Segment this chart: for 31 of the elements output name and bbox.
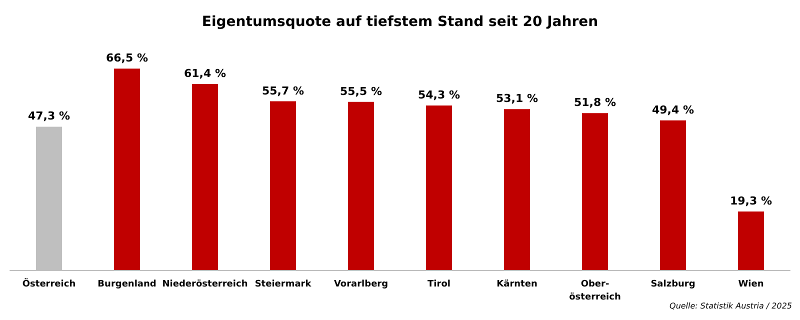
x-tick-label: Niederösterreich: [162, 280, 248, 290]
bar: [504, 109, 530, 270]
data-label: 55,7 %: [262, 84, 304, 98]
data-label: 19,3 %: [730, 194, 772, 208]
x-tick-label: Vorarlberg: [334, 280, 388, 290]
bar: [738, 212, 764, 270]
data-label: 47,3 %: [28, 110, 70, 123]
data-label: 51,8 %: [574, 96, 616, 110]
x-tick-label: Kärnten: [496, 280, 538, 290]
bar: [582, 113, 608, 270]
x-tick-label: Ober- österreich: [569, 280, 621, 302]
x-tick-label: Wien: [738, 280, 764, 290]
data-label: 66,5 %: [106, 52, 148, 65]
data-label: 49,4 %: [652, 103, 694, 116]
data-label: 53,1 %: [496, 92, 538, 106]
x-tick-label: Salzburg: [650, 280, 696, 290]
x-tick-label: Burgenland: [98, 280, 156, 290]
bar: [192, 84, 218, 270]
x-tick-label: Österreich: [22, 278, 76, 290]
data-label: 55,5 %: [340, 84, 382, 98]
data-label: 54,3 %: [418, 88, 460, 102]
bar: [348, 102, 374, 270]
bar: [426, 106, 452, 270]
bar: [114, 68, 140, 270]
bar: [660, 120, 686, 270]
source-note: Quelle: Statistik Austria / 2025: [670, 302, 792, 310]
chart-title: Eigentumsquote auf tiefstem Stand seit 20 Jahren: [202, 14, 598, 30]
x-tick-label: Steiermark: [254, 280, 312, 290]
bar: [270, 101, 296, 270]
x-tick-label: Tirol: [428, 280, 450, 290]
data-label: 61,4 %: [184, 67, 226, 80]
